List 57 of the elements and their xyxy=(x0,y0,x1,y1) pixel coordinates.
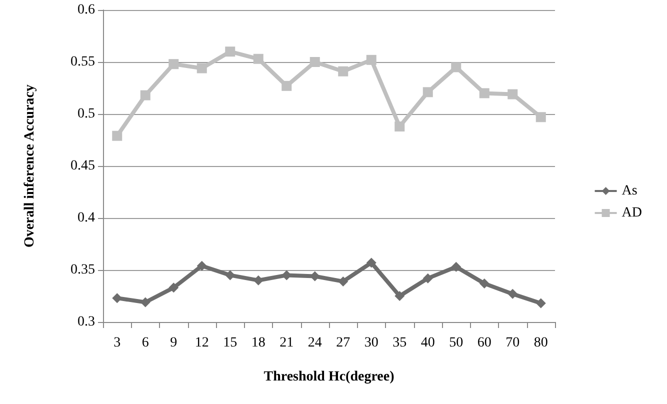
y-axis-title: Overall inference Accuracy xyxy=(22,84,38,248)
x-tick-label: 21 xyxy=(280,336,294,350)
point xyxy=(310,57,320,67)
point xyxy=(112,293,122,304)
point xyxy=(422,87,433,98)
x-tick-label: 3 xyxy=(114,336,121,350)
point xyxy=(508,288,518,299)
x-tick-label: 9 xyxy=(170,336,178,350)
y-tick-label: 0.3 xyxy=(78,314,95,330)
x-tick-label: 6 xyxy=(142,336,149,350)
point xyxy=(479,278,490,289)
y-tick-label: 0.45 xyxy=(70,158,95,174)
point xyxy=(253,275,264,286)
point xyxy=(451,62,462,72)
x-tick-label: 12 xyxy=(194,336,209,350)
point xyxy=(140,297,150,308)
point xyxy=(338,66,348,76)
x-tick-label: 80 xyxy=(534,336,548,350)
point xyxy=(196,260,207,271)
x-tick-label: 40 xyxy=(420,336,435,350)
point xyxy=(168,282,179,293)
x-tick-label: 24 xyxy=(308,336,322,350)
x-tick-label: 35 xyxy=(392,336,407,350)
point xyxy=(422,273,433,284)
point xyxy=(366,54,376,65)
x-tick-label: 18 xyxy=(251,336,266,350)
point xyxy=(366,258,376,268)
x-tick-label: 27 xyxy=(336,336,350,350)
y-tick-label: 0.35 xyxy=(70,262,95,278)
point xyxy=(253,54,264,64)
point xyxy=(196,63,207,74)
point xyxy=(140,90,150,100)
x-tick-label: 50 xyxy=(449,336,464,350)
x-tick-label: 15 xyxy=(223,336,238,350)
x-tick-label: 60 xyxy=(477,336,492,350)
y-tick-label: 0.55 xyxy=(70,54,95,70)
point xyxy=(225,46,236,57)
point xyxy=(394,121,405,132)
point xyxy=(479,88,490,98)
point xyxy=(225,270,236,280)
legend-label: As xyxy=(622,184,638,198)
point xyxy=(536,298,546,308)
y-tick-label: 0.5 xyxy=(78,106,95,122)
y-tick-label: 0.6 xyxy=(78,2,95,18)
legend-label: AD xyxy=(622,206,642,220)
x-tick-label: 30 xyxy=(364,336,378,350)
point xyxy=(282,80,292,91)
point xyxy=(394,291,405,301)
point xyxy=(338,276,348,286)
point xyxy=(168,59,179,70)
point xyxy=(451,262,462,272)
point xyxy=(536,112,546,122)
x-tick-label: 70 xyxy=(506,336,520,350)
x-axis-title: Threshold Hc(degree) xyxy=(264,370,395,384)
y-tick-label: 0.4 xyxy=(78,210,95,226)
point xyxy=(508,89,518,100)
point xyxy=(112,130,122,141)
